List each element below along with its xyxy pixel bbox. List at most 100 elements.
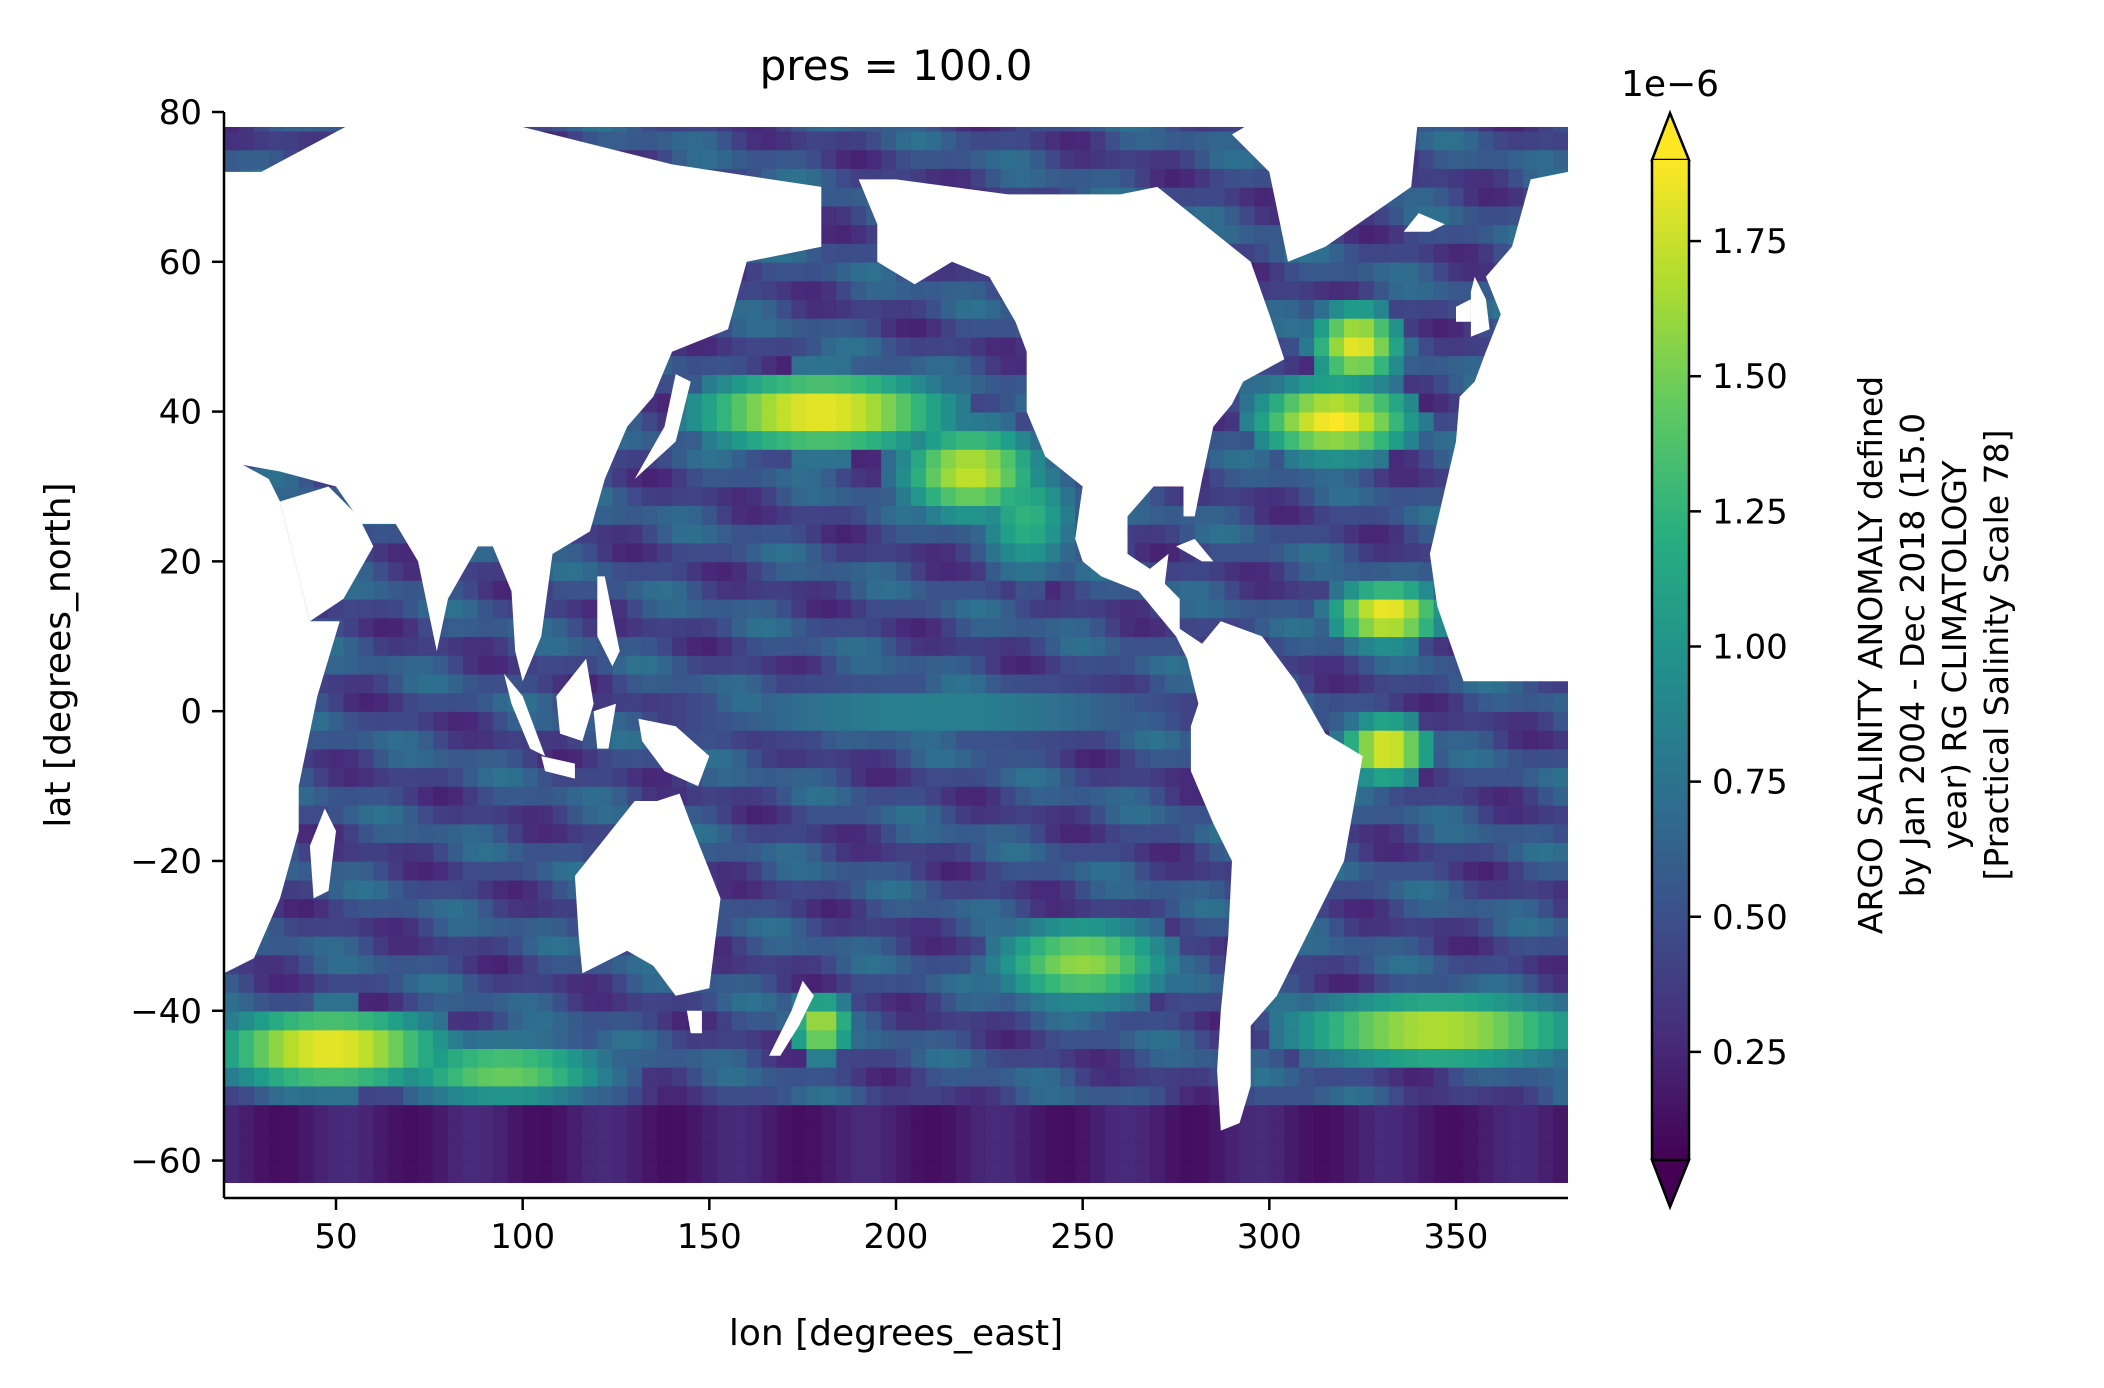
heatmap-cell bbox=[1448, 1160, 1465, 1181]
heatmap-cell bbox=[537, 861, 554, 881]
heatmap-cell bbox=[224, 1141, 240, 1162]
heatmap-cell bbox=[1149, 935, 1166, 956]
heatmap-cell bbox=[1538, 711, 1554, 731]
heatmap-cell bbox=[1209, 935, 1226, 956]
heatmap-cell bbox=[1463, 917, 1480, 937]
heatmap-cell bbox=[1388, 542, 1405, 563]
heatmap-cell bbox=[1000, 898, 1017, 918]
heatmap-cell bbox=[1194, 523, 1211, 544]
heatmap-cell bbox=[1000, 655, 1017, 675]
heatmap-cell bbox=[686, 1085, 703, 1106]
heatmap-cell bbox=[731, 1141, 748, 1162]
heatmap-cell bbox=[477, 1085, 494, 1106]
heatmap-cell bbox=[1045, 786, 1061, 806]
heatmap-cell bbox=[836, 355, 852, 375]
heatmap-cell bbox=[1224, 561, 1241, 581]
heatmap-cell bbox=[642, 486, 658, 506]
heatmap-cell bbox=[1344, 336, 1360, 357]
heatmap-cell bbox=[1388, 973, 1405, 993]
heatmap-cell bbox=[627, 486, 643, 506]
heatmap-cell bbox=[388, 1066, 404, 1087]
heatmap-cell bbox=[328, 1141, 345, 1162]
heatmap-cell bbox=[746, 711, 763, 731]
heatmap-cell bbox=[806, 898, 823, 918]
heatmap-cell bbox=[1553, 804, 1568, 825]
heatmap-cell bbox=[388, 598, 404, 619]
heatmap-cell bbox=[1329, 392, 1345, 413]
heatmap-cell bbox=[1284, 486, 1300, 506]
heatmap-cell bbox=[418, 636, 434, 656]
heatmap-cell bbox=[328, 786, 345, 806]
heatmap-cell bbox=[1493, 1066, 1509, 1087]
heatmap-cell bbox=[253, 1141, 270, 1162]
heatmap-cell bbox=[1284, 973, 1300, 993]
heatmap-cell bbox=[910, 1123, 927, 1143]
heatmap-cell bbox=[746, 1029, 763, 1049]
heatmap-cell bbox=[1254, 486, 1271, 506]
heatmap-cell bbox=[955, 786, 972, 806]
heatmap-cell bbox=[985, 561, 1002, 581]
heatmap-cell bbox=[806, 261, 823, 282]
heatmap-cell bbox=[507, 842, 524, 862]
heatmap-cell bbox=[1403, 636, 1420, 656]
heatmap-cell bbox=[403, 954, 419, 975]
heatmap-cell bbox=[761, 336, 778, 357]
heatmap-cell bbox=[1358, 467, 1375, 488]
heatmap-cell bbox=[343, 1066, 360, 1087]
heatmap-cell bbox=[806, 467, 823, 488]
heatmap-cell bbox=[477, 1048, 494, 1068]
heatmap-cell bbox=[537, 973, 554, 993]
heatmap-cell bbox=[791, 1123, 808, 1143]
heatmap-cell bbox=[866, 1123, 882, 1143]
heatmap-cell bbox=[686, 711, 703, 731]
heatmap-cell bbox=[1403, 617, 1420, 638]
heatmap-cell bbox=[343, 1123, 360, 1143]
heatmap-cell bbox=[1090, 655, 1106, 675]
heatmap-cell bbox=[716, 711, 733, 731]
heatmap-cell bbox=[1463, 842, 1480, 862]
heatmap-cell bbox=[418, 823, 434, 843]
heatmap-cell bbox=[1418, 168, 1435, 188]
heatmap-cell bbox=[940, 449, 957, 469]
heatmap-cell bbox=[910, 430, 927, 450]
heatmap-cell bbox=[716, 917, 733, 937]
heatmap-cell bbox=[672, 542, 688, 563]
heatmap-cell bbox=[1149, 1066, 1166, 1087]
heatmap-cell bbox=[552, 1085, 569, 1106]
heatmap-cell bbox=[283, 1104, 300, 1124]
heatmap-cell bbox=[1523, 1160, 1539, 1181]
heatmap-cell bbox=[268, 954, 285, 975]
heatmap-cell bbox=[298, 1141, 315, 1162]
heatmap-cell bbox=[686, 598, 703, 619]
heatmap-cell bbox=[925, 1048, 942, 1068]
heatmap-cell bbox=[1224, 1123, 1241, 1143]
heatmap-cell bbox=[1478, 861, 1495, 881]
heatmap-cell bbox=[313, 898, 330, 918]
heatmap-cell bbox=[268, 973, 285, 993]
heatmap-cell bbox=[970, 318, 987, 338]
heatmap-cell bbox=[552, 1048, 569, 1068]
heatmap-cell bbox=[940, 561, 957, 581]
heatmap-cell bbox=[836, 486, 852, 506]
heatmap-cell bbox=[806, 374, 823, 394]
heatmap-cell bbox=[1344, 898, 1360, 918]
heatmap-cell bbox=[1015, 580, 1032, 600]
heatmap-cell bbox=[507, 1029, 524, 1049]
heatmap-cell bbox=[836, 449, 852, 469]
heatmap-cell bbox=[1403, 1104, 1420, 1124]
heatmap-cell bbox=[731, 580, 748, 600]
heatmap-cell bbox=[418, 1160, 434, 1181]
heatmap-cell bbox=[701, 486, 718, 506]
heatmap-cell bbox=[388, 711, 404, 731]
heatmap-cell bbox=[597, 748, 613, 769]
heatmap-cell bbox=[746, 935, 763, 956]
heatmap-cell bbox=[462, 711, 479, 731]
heatmap-cell bbox=[1478, 804, 1495, 825]
heatmap-cell bbox=[1149, 673, 1166, 694]
heatmap-cell bbox=[657, 1123, 673, 1143]
heatmap-cell bbox=[462, 655, 479, 675]
heatmap-cell bbox=[1090, 973, 1106, 993]
heatmap-cell bbox=[1373, 898, 1390, 918]
heatmap-cell bbox=[761, 1123, 778, 1143]
heatmap-cell bbox=[910, 879, 927, 900]
